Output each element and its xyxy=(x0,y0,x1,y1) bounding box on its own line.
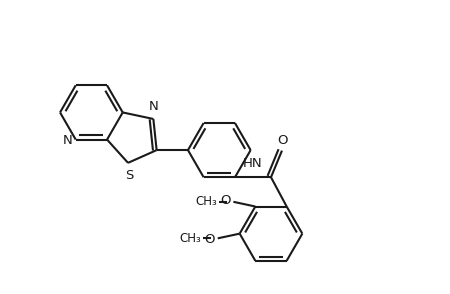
Text: HN: HN xyxy=(243,157,263,170)
Text: N: N xyxy=(148,100,158,113)
Text: CH₃: CH₃ xyxy=(180,232,201,245)
Text: O: O xyxy=(204,233,215,246)
Text: CH₃: CH₃ xyxy=(195,195,217,208)
Text: N: N xyxy=(62,134,72,147)
Text: S: S xyxy=(125,169,133,182)
Text: O: O xyxy=(220,194,231,207)
Text: O: O xyxy=(278,134,288,147)
